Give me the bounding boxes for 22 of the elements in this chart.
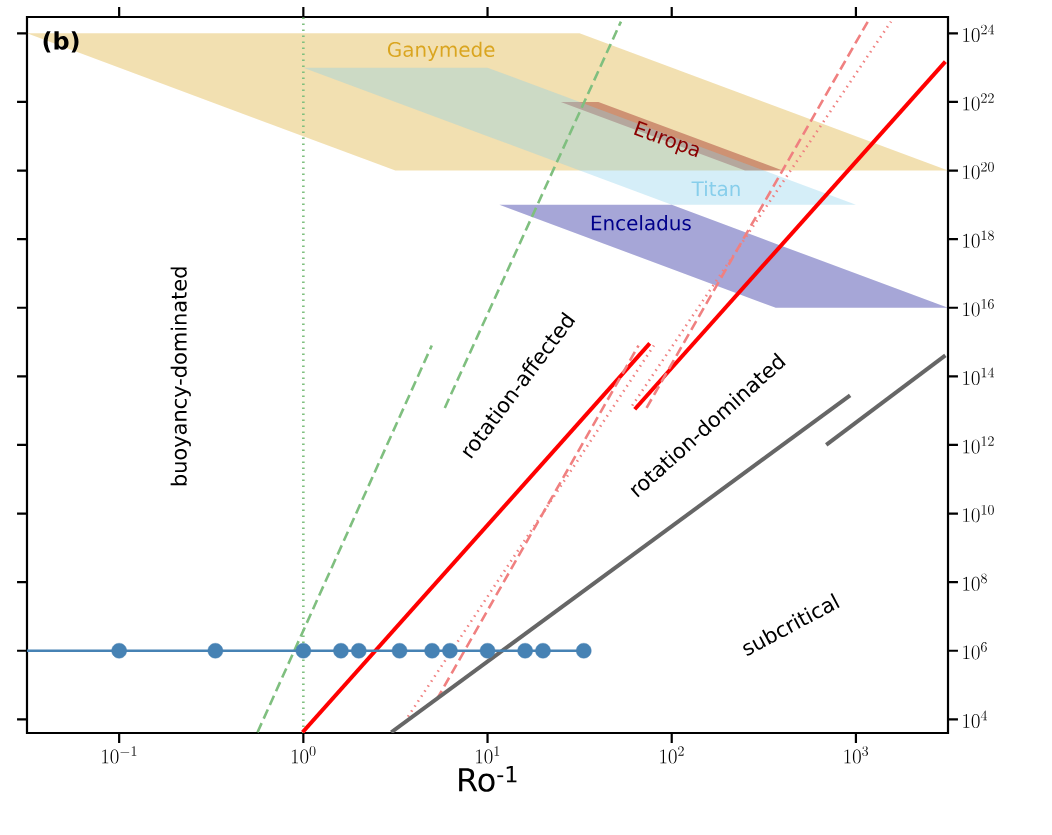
- y-tick-label: $10^{6}$: [963, 642, 987, 660]
- y-tick-label: $10^{24}$: [963, 24, 995, 43]
- legend-label: Ganymede: [387, 41, 495, 61]
- y-tick-label: $10^{4}$: [963, 710, 988, 729]
- y-tick-label: $10^{18}$: [963, 230, 994, 248]
- y-tick-label: $10^{12}$: [963, 436, 994, 454]
- y-tick-label: $10^{20}$: [963, 161, 994, 180]
- annotation: buoyancy-dominated: [170, 267, 191, 486]
- x-tick-label: $10^{2}$: [660, 746, 684, 764]
- x-tick-label: $10^{3}$: [844, 746, 869, 764]
- annotation: (b): [43, 31, 79, 53]
- x-tick-label: $10^{-1}$: [102, 746, 137, 764]
- y-tick-label: $10^{14}$: [963, 367, 995, 386]
- y-tick-label: $10^{16}$: [963, 299, 994, 317]
- x-tick-label: $10^{0}$: [291, 746, 316, 764]
- x-axis-title: Ro$^{-1}$: [459, 766, 517, 792]
- y-tick-label: $10^{8}$: [963, 573, 987, 591]
- legend-label: Titan: [691, 180, 740, 197]
- x-tick-label: $10^{1}$: [476, 746, 500, 764]
- y-tick-label: $10^{10}$: [963, 504, 994, 523]
- legend-label: Enceladus: [591, 215, 691, 231]
- y-tick-label: $10^{22}$: [963, 93, 994, 111]
